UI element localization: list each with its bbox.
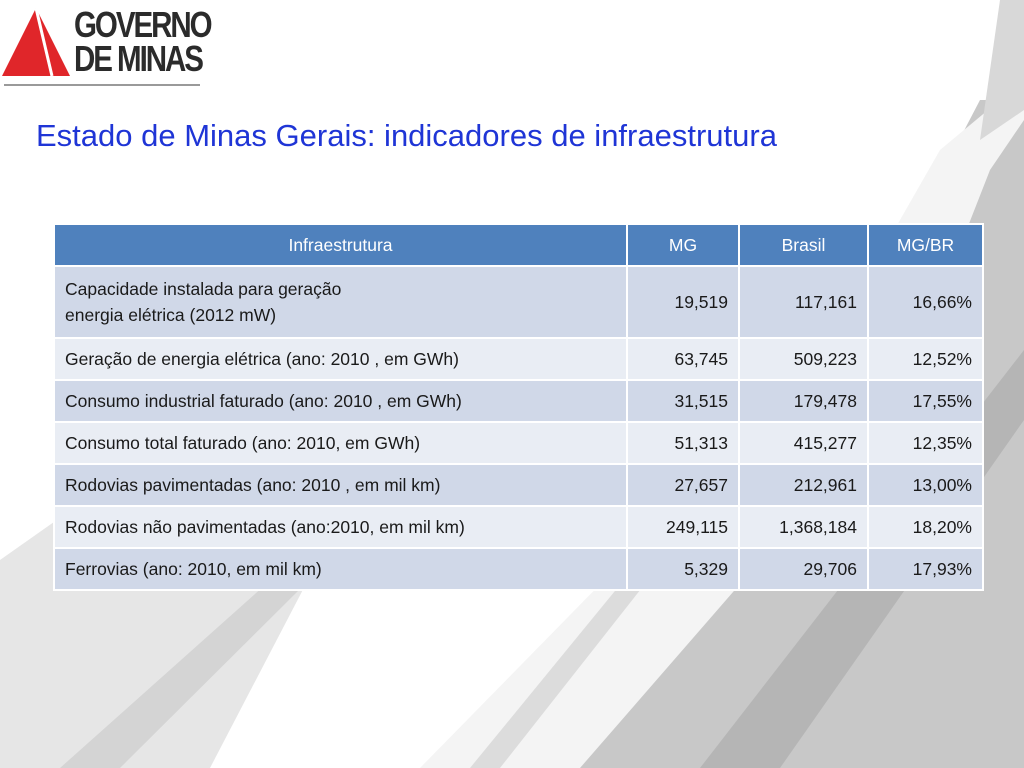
- row-label: Consumo industrial faturado (ano: 2010 ,…: [53, 379, 628, 423]
- cell-mg-br: 17,55%: [867, 379, 984, 423]
- cell-brasil: 179,478: [738, 379, 869, 423]
- logo-text-governo: GOVERNO: [74, 4, 213, 45]
- cell-mg: 63,745: [626, 337, 740, 381]
- cell-mg-br: 18,20%: [867, 505, 984, 549]
- cell-brasil: 117,161: [738, 265, 869, 339]
- logo-text-de-minas: DE MINAS: [74, 38, 204, 79]
- row-label: Consumo total faturado (ano: 2010, em GW…: [53, 421, 628, 465]
- row-label: Capacidade instalada para geração energi…: [53, 265, 628, 339]
- table-row: Rodovias não pavimentadas (ano:2010, em …: [53, 505, 984, 549]
- table-row: Consumo industrial faturado (ano: 2010 ,…: [53, 379, 984, 423]
- column-header-brasil: Brasil: [738, 223, 869, 267]
- governo-de-minas-logo: GOVERNO DE MINAS: [0, 0, 213, 88]
- cell-brasil: 1,368,184: [738, 505, 869, 549]
- slide-title: Estado de Minas Gerais: indicadores de i…: [36, 118, 777, 153]
- cell-brasil: 415,277: [738, 421, 869, 465]
- table-row: Geração de energia elétrica (ano: 2010 ,…: [53, 337, 984, 381]
- infrastructure-indicators-table: Infraestrutura MG Brasil MG/BR Capacidad…: [53, 223, 984, 591]
- row-label: Rodovias pavimentadas (ano: 2010 , em mi…: [53, 463, 628, 507]
- road-lane-white: [420, 80, 1024, 768]
- row-label-line-1: Capacidade instalada para geração: [65, 279, 342, 299]
- table-row: Capacidade instalada para geração energi…: [53, 265, 984, 339]
- table-header-row: Infraestrutura MG Brasil MG/BR: [53, 223, 984, 267]
- road-top-right: [980, 0, 1024, 140]
- row-label: Rodovias não pavimentadas (ano:2010, em …: [53, 505, 628, 549]
- cell-mg-br: 17,93%: [867, 547, 984, 591]
- cell-brasil: 509,223: [738, 337, 869, 381]
- row-label: Ferrovias (ano: 2010, em mil km): [53, 547, 628, 591]
- cell-brasil: 212,961: [738, 463, 869, 507]
- column-header-infraestrutura: Infraestrutura: [53, 223, 628, 267]
- table-row: Ferrovias (ano: 2010, em mil km) 5,329 2…: [53, 547, 984, 591]
- cell-mg-br: 13,00%: [867, 463, 984, 507]
- cell-mg-br: 12,35%: [867, 421, 984, 465]
- cell-mg: 27,657: [626, 463, 740, 507]
- logo-underline: [4, 84, 200, 86]
- cell-mg: 249,115: [626, 505, 740, 549]
- column-header-mg: MG: [626, 223, 740, 267]
- column-header-mg-br: MG/BR: [867, 223, 984, 267]
- cell-mg-br: 12,52%: [867, 337, 984, 381]
- row-label-line-2: energia elétrica (2012 mW): [65, 305, 277, 325]
- logo-triangle-icon: [2, 7, 70, 77]
- cell-mg: 31,515: [626, 379, 740, 423]
- cell-mg: 19,519: [626, 265, 740, 339]
- table-row: Rodovias pavimentadas (ano: 2010 , em mi…: [53, 463, 984, 507]
- cell-brasil: 29,706: [738, 547, 869, 591]
- cell-mg-br: 16,66%: [867, 265, 984, 339]
- cell-mg: 51,313: [626, 421, 740, 465]
- row-label: Geração de energia elétrica (ano: 2010 ,…: [53, 337, 628, 381]
- table-row: Consumo total faturado (ano: 2010, em GW…: [53, 421, 984, 465]
- cell-mg: 5,329: [626, 547, 740, 591]
